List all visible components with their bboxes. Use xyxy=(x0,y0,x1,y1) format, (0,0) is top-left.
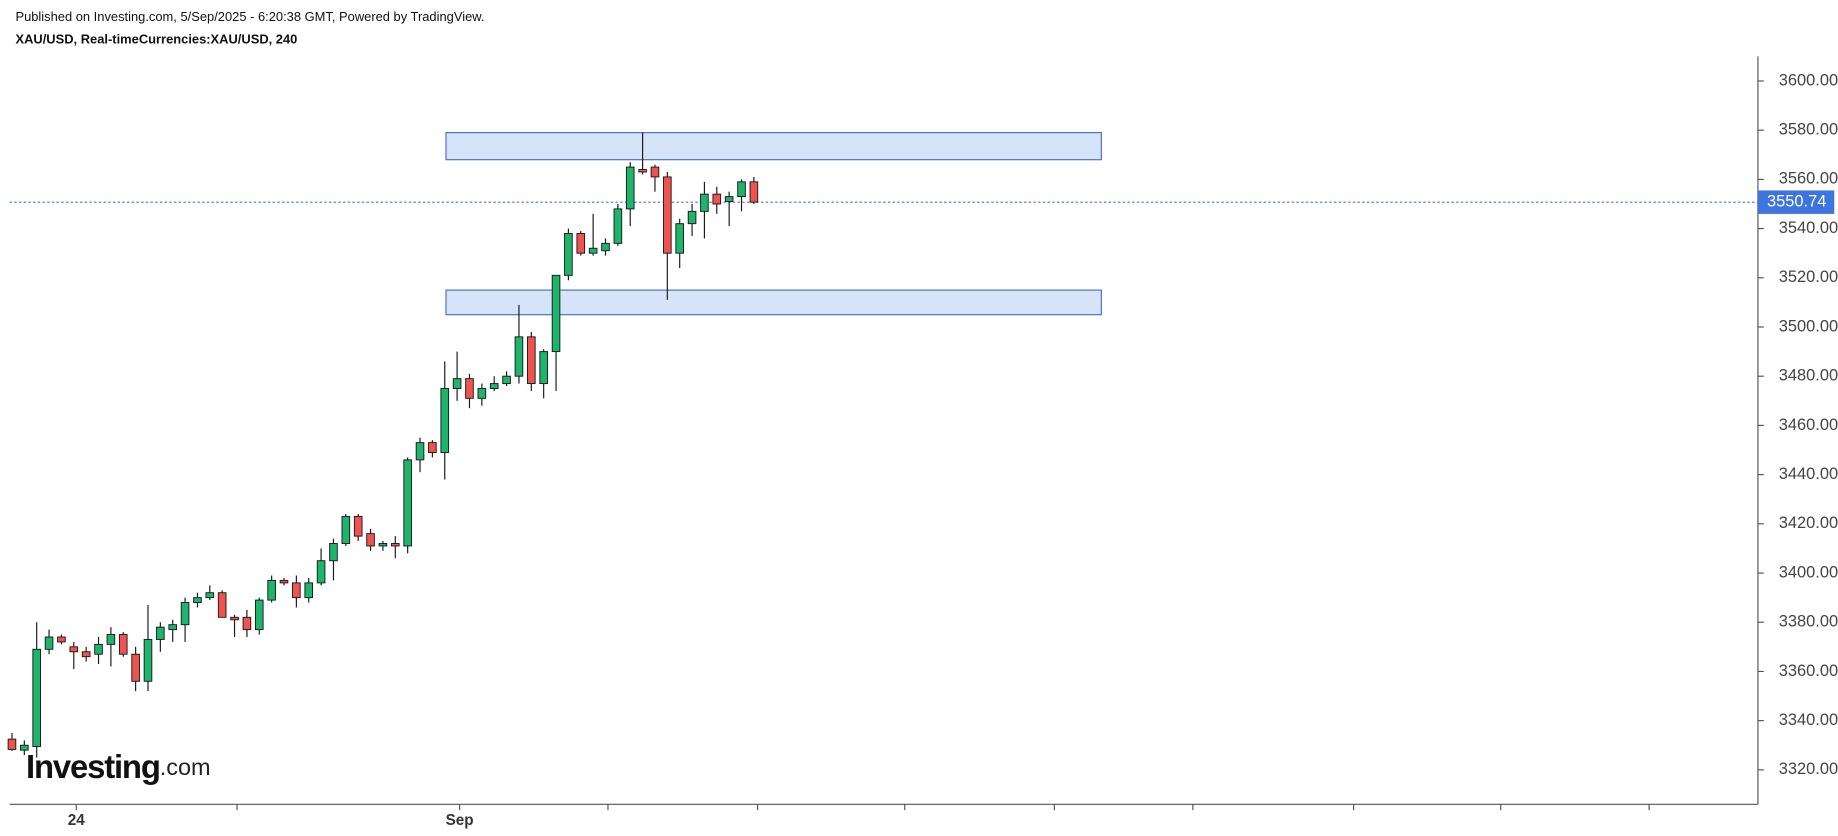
y-tick-label: 3360.00 xyxy=(1779,662,1838,680)
candle-body xyxy=(316,560,326,584)
candle-body xyxy=(267,579,276,601)
candle-body xyxy=(428,442,437,453)
y-tick-label: 3500.00 xyxy=(1779,317,1838,335)
logo-name: Investing xyxy=(26,748,160,785)
candle-body xyxy=(353,515,363,537)
candle-body xyxy=(502,375,511,385)
candle-body xyxy=(700,193,709,212)
y-tick-label: 3440.00 xyxy=(1779,465,1838,483)
symbol-label: XAU/USD, Real-timeCurrencies:XAU/USD, 24… xyxy=(15,31,297,46)
candle-body xyxy=(193,597,202,604)
candle-body xyxy=(156,626,165,640)
candle-body xyxy=(143,638,153,682)
candle-body xyxy=(551,274,561,353)
candle-body xyxy=(366,533,375,547)
candle-body xyxy=(329,543,338,562)
y-tick-label: 3380.00 xyxy=(1779,613,1838,631)
candle-body xyxy=(638,169,647,173)
candle-body xyxy=(514,336,524,377)
candle-body xyxy=(242,616,252,631)
candle-body xyxy=(279,579,289,584)
y-tick-label: 3600.00 xyxy=(1779,71,1838,89)
candle-body xyxy=(57,636,66,643)
y-tick-label: 3340.00 xyxy=(1779,711,1838,729)
candle-body xyxy=(94,643,103,655)
candle-body xyxy=(625,166,635,210)
candle-body xyxy=(304,582,314,599)
candle-body xyxy=(477,388,487,399)
candle-body xyxy=(341,515,351,544)
y-tick-label: 3420.00 xyxy=(1779,514,1838,532)
published-note: Published on Investing.com, 5/Sep/2025 -… xyxy=(15,9,484,24)
candle-body xyxy=(118,634,128,655)
candle-body xyxy=(32,648,41,747)
candle-body xyxy=(440,388,450,453)
candle-body xyxy=(20,744,29,751)
candle-body xyxy=(81,651,91,658)
logo-suffix: .com xyxy=(160,754,211,780)
y-tick-label: 3560.00 xyxy=(1779,170,1838,188)
y-tick-label: 3480.00 xyxy=(1779,367,1838,385)
x-tick-label: 24 xyxy=(68,812,85,829)
candle-body xyxy=(378,543,388,547)
y-tick-label: 3320.00 xyxy=(1779,760,1838,778)
zone xyxy=(445,289,1102,316)
candle-body xyxy=(650,166,660,178)
candle-body xyxy=(390,543,400,547)
candle-body xyxy=(724,196,734,202)
zone xyxy=(445,132,1102,161)
candle-body xyxy=(588,247,598,254)
candle-body xyxy=(44,636,54,650)
candle-body xyxy=(539,351,548,385)
candle-body xyxy=(675,223,684,254)
candle-body xyxy=(403,459,412,547)
candle-body xyxy=(601,242,610,252)
candle-body xyxy=(415,442,425,461)
x-tick-label: Sep xyxy=(446,812,474,829)
candle-body xyxy=(106,634,116,645)
candle-body xyxy=(230,616,239,621)
y-tick-label: 3540.00 xyxy=(1779,219,1838,237)
y-tick-label: 3580.00 xyxy=(1779,121,1838,139)
candle-body xyxy=(576,233,586,254)
y-tick-label: 3520.00 xyxy=(1779,268,1838,286)
candle-body xyxy=(663,176,672,254)
candle-body xyxy=(489,383,499,389)
y-tick-label: 3400.00 xyxy=(1779,563,1838,581)
candle-body xyxy=(749,181,759,203)
candle-body xyxy=(712,193,722,205)
candle-body xyxy=(254,599,264,631)
candle-body xyxy=(168,624,178,631)
candle-body xyxy=(527,336,536,385)
candle-body xyxy=(205,592,215,599)
last-price-label: 3550.74 xyxy=(1767,193,1826,211)
candle-body xyxy=(217,592,227,618)
candle-body xyxy=(465,378,474,399)
candle-body xyxy=(564,233,573,276)
y-tick-label: 3460.00 xyxy=(1779,416,1838,434)
candle-body xyxy=(131,653,140,682)
last-price-tag xyxy=(1757,190,1835,214)
candle-body xyxy=(613,208,623,244)
candle-body xyxy=(452,378,462,389)
candle-body xyxy=(69,646,79,653)
candle-body xyxy=(292,582,301,599)
logo: Investing.com xyxy=(26,748,211,785)
candle-body xyxy=(180,602,190,626)
candle-body xyxy=(7,738,17,750)
candle-body xyxy=(737,181,746,198)
candle-body xyxy=(687,210,697,225)
